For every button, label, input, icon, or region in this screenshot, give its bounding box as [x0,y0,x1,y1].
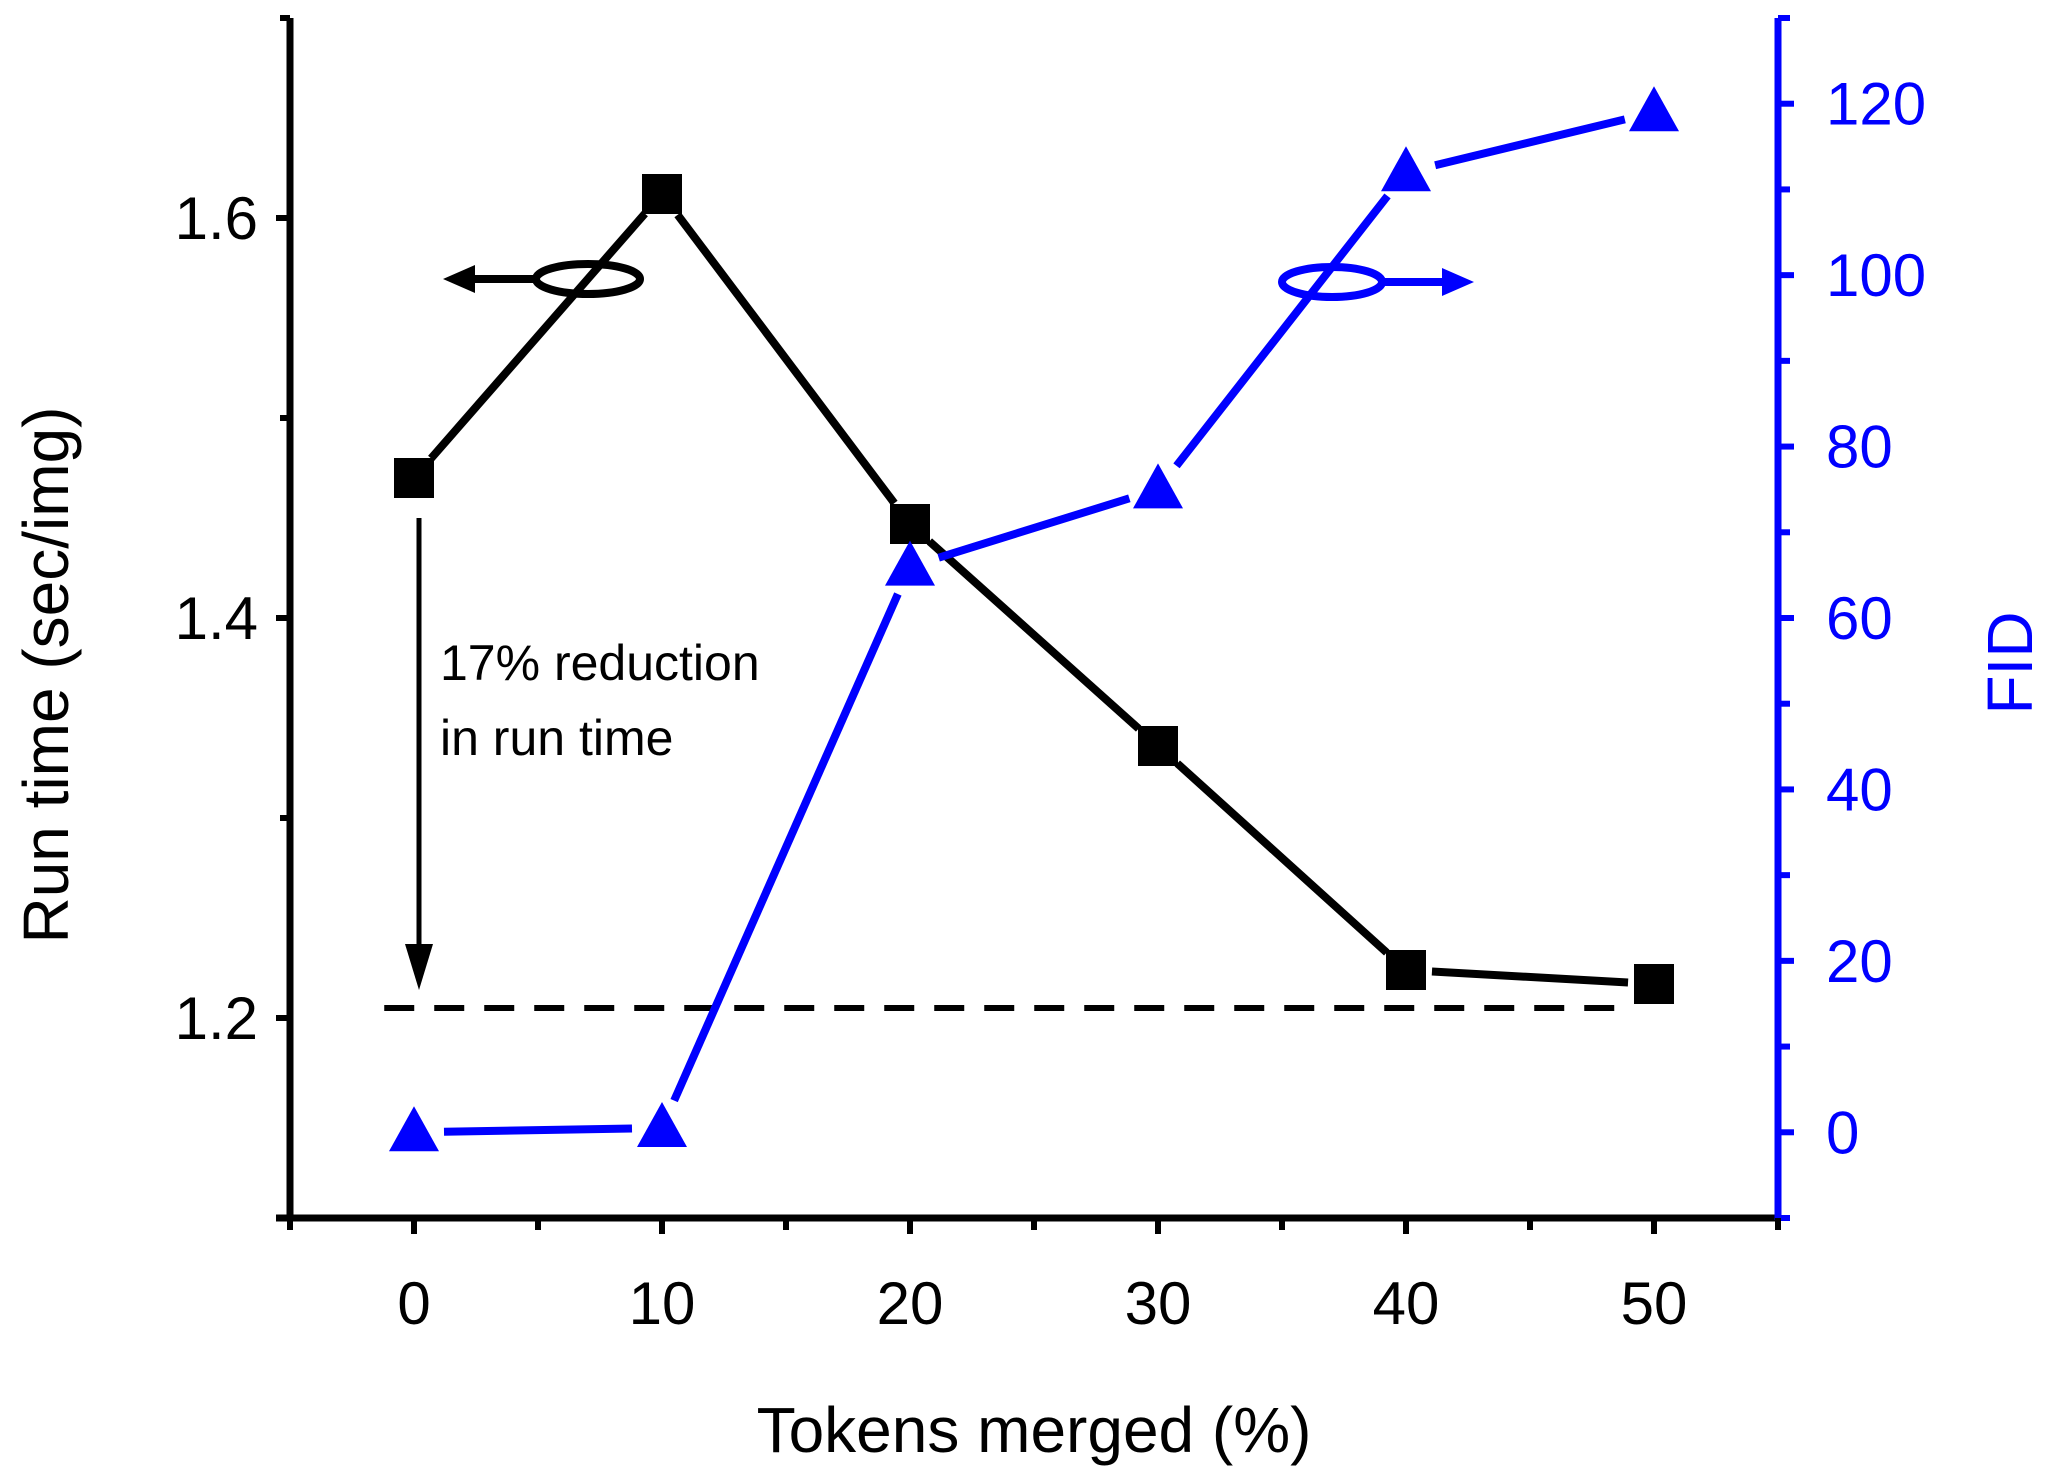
reduction-annotation-line1: 17% reduction [440,635,760,691]
y-left-tick-label: 1.6 [175,185,258,252]
fid-line-segment [937,494,1131,562]
y-right-tick-label: 120 [1826,71,1926,138]
runtime-square-marker [394,458,434,498]
fid-triangle-marker [1629,86,1679,132]
fid-triangle-marker [1381,146,1431,192]
x-tick-label: 40 [1373,1270,1440,1337]
bottom-axis-ticks: 0 10 20 30 40 50 [287,1218,1781,1337]
runtime-line-segment [1174,760,1390,956]
right-axis-indicator-arrowhead [1442,268,1474,296]
runtime-line-segment [1431,967,1629,987]
runtime-square-marker [1634,964,1674,1004]
fid-triangle-marker [389,1106,439,1152]
runtime-square-marker [1138,726,1178,766]
annotation-group: 17% reduction in run time [405,518,760,990]
runtime-line-segment [674,212,898,506]
fid-line-segment [670,592,902,1103]
fid-triangle-marker [885,540,935,586]
y-right-tick-label: 0 [1826,1099,1859,1166]
x-tick-label: 50 [1621,1270,1688,1337]
x-tick-label: 0 [397,1270,430,1337]
y-left-tick-label: 1.2 [175,985,258,1052]
fid-triangle-marker [1133,463,1183,509]
series-group [389,86,1679,1152]
runtime-square-marker [642,174,682,214]
y-right-tick-label: 100 [1826,242,1926,309]
y-left-axis-title: Run time (sec/img) [10,407,82,944]
right-axis-ticks: 0 20 40 60 80 100 120 [1778,15,1926,1221]
left-axis-indicator-arrowhead [443,265,475,293]
axes [276,18,1782,1222]
runtime-line-segment [428,210,648,462]
left-axis-ticks: 1.2 1.4 1.6 [175,15,290,1221]
fid-line-segment [443,1124,633,1136]
runtime-line-segment [926,538,1142,732]
axis-indicators [443,260,1474,301]
y-right-tick-label: 20 [1826,928,1893,995]
y-right-tick-label: 60 [1826,585,1893,652]
x-tick-label: 30 [1125,1270,1192,1337]
runtime-square-marker [890,504,930,544]
reduction-annotation-line2: in run time [440,710,673,766]
x-axis-title: Tokens merged (%) [757,1394,1312,1466]
y-left-tick-label: 1.4 [175,585,258,652]
x-tick-label: 20 [877,1270,944,1337]
reduction-arrow-head [405,944,433,990]
fid-line-segment [1434,115,1626,170]
x-tick-label: 10 [629,1270,696,1337]
fid-line-segment [1173,193,1391,469]
runtime-square-marker [1386,950,1426,990]
y-right-tick-label: 80 [1826,414,1893,481]
y-right-tick-label: 40 [1826,756,1893,823]
y-right-axis-title: FID [1974,611,2046,714]
fid-triangle-marker [637,1102,687,1147]
